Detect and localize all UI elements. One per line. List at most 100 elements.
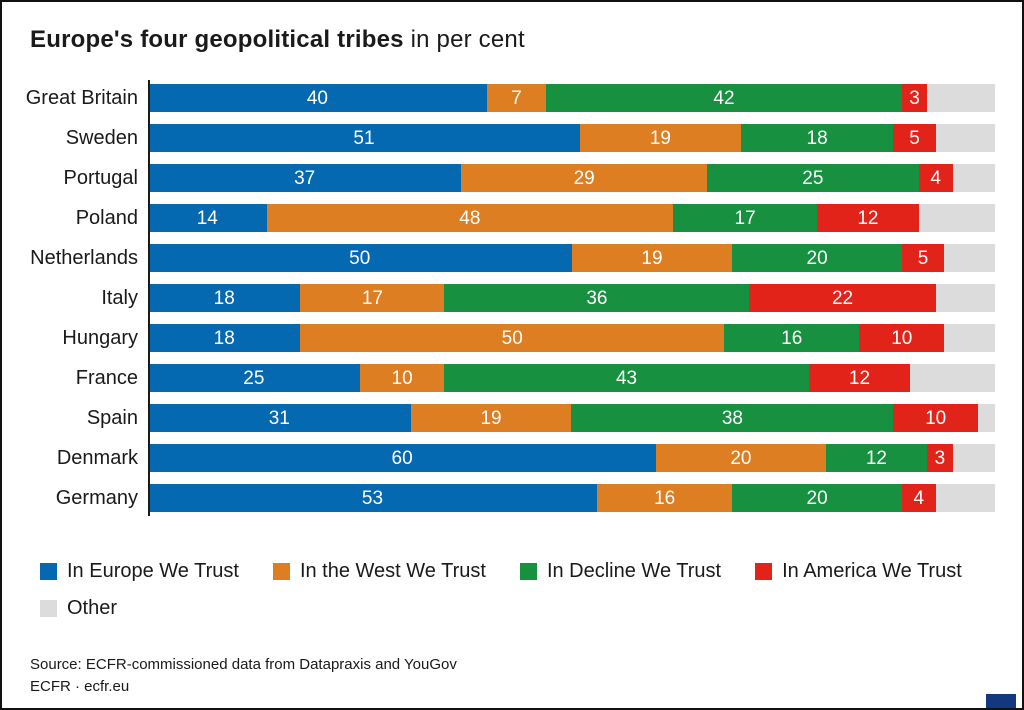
bar-value-label: 17 (361, 287, 384, 309)
bar-segment: 37 (148, 164, 462, 192)
bar-segment: 51 (148, 124, 580, 152)
bar-value-label: 16 (781, 327, 803, 349)
chart-title-unit: in per cent (403, 26, 525, 53)
bar-segment: 50 (148, 244, 572, 272)
legend-swatch-icon (519, 563, 537, 580)
legend-swatch-icon (40, 600, 57, 617)
bar-segment: 5 (901, 244, 945, 272)
bar-segment: 43 (444, 364, 809, 392)
legend-row: Other (40, 597, 1022, 620)
bar-value-label: 60 (391, 447, 413, 469)
bar-segment: 20 (732, 484, 902, 512)
bar-segment: 29 (461, 164, 707, 192)
bar-value-label: 17 (734, 207, 756, 229)
legend-item: In Europe We Trust (40, 560, 239, 583)
bar-track: 37 29 25 4 (148, 164, 995, 192)
bar-value-label: 19 (480, 407, 502, 429)
bar-value-label: 22 (831, 287, 854, 309)
bar-value-label: 18 (213, 327, 235, 349)
bar-segment: 5 (893, 124, 936, 152)
bar-value-label: 19 (641, 247, 663, 269)
chart-row: Spain 31 19 38 10 (2, 404, 995, 432)
country-label: Hungary (62, 327, 138, 349)
bar-value-label: 14 (196, 207, 218, 229)
bar-value-label: 18 (806, 127, 828, 149)
bar-track: 53 16 20 4 (148, 484, 995, 512)
bar-value-label: 36 (586, 287, 608, 309)
bar-value-label: 12 (865, 447, 887, 469)
bar-value-label: 43 (615, 367, 638, 389)
bar-value-label: 51 (353, 127, 375, 149)
bar-value-label: 20 (806, 487, 828, 509)
bar-track: 25 10 43 12 (148, 364, 995, 392)
bar-value-label: 7 (511, 87, 522, 109)
bar-segment: 40 (148, 84, 487, 112)
bar-segment: 10 (859, 324, 945, 352)
bar-segment: 18 (148, 324, 301, 352)
bar-segment: 53 (148, 484, 597, 512)
bar-value-label: 50 (349, 247, 371, 269)
source-line: Source: ECFR-commissioned data from Data… (30, 656, 457, 673)
bar-track: 18 17 36 22 (148, 284, 995, 312)
bar-value-label: 4 (913, 487, 925, 509)
bar-segment: 22 (749, 284, 936, 312)
bar-value-label: 29 (573, 167, 595, 189)
bar-segment: 38 (571, 404, 894, 432)
bar-segment: 12 (817, 204, 919, 232)
legend-label: In Decline We Trust (546, 560, 722, 582)
chart-row: Great Britain 40 7 42 3 (2, 84, 995, 112)
bar-segment: 4 (918, 164, 953, 192)
bar-track: 14 48 17 12 (148, 204, 995, 232)
chart-title-main: Europe's four geopolitical tribes (30, 26, 404, 53)
bar-segment: 18 (148, 284, 301, 312)
bar-segment: 48 (266, 204, 674, 232)
legend-label: In America We Trust (782, 560, 962, 582)
legend-row: In Europe We Trust In the West We Trust In… (40, 560, 1022, 583)
legend-item: In Decline We Trust (519, 560, 722, 583)
bar-value-label: 25 (802, 167, 824, 189)
chart-row: Sweden 51 19 18 5 (2, 124, 995, 152)
country-label: Germany (55, 487, 138, 509)
country-label: Great Britain (25, 87, 138, 109)
bar-segment: 50 (300, 324, 724, 352)
bar-value-label: 37 (294, 167, 316, 189)
bar-segment: 36 (444, 284, 750, 312)
bar-value-label: 40 (306, 87, 328, 109)
bar-value-label: 20 (730, 447, 752, 469)
bar-value-label: 10 (891, 327, 913, 349)
bar-value-label: 3 (934, 447, 946, 469)
bar-value-label: 5 (917, 247, 929, 269)
bar-track: 31 19 38 10 (148, 404, 995, 432)
legend-swatch-icon (755, 563, 773, 580)
source-credit: ECFR · ecfr.eu (30, 678, 130, 695)
legend-swatch-icon (272, 563, 290, 580)
bar-segment: 19 (579, 124, 741, 152)
bar-value-label: 10 (391, 367, 413, 389)
bar-value-label: 48 (459, 207, 481, 229)
y-axis-line (148, 80, 150, 516)
bar-segment: 17 (300, 284, 445, 312)
bar-segment: 25 (707, 164, 919, 192)
bar-value-label: 50 (501, 327, 523, 349)
country-label: France (75, 367, 138, 389)
bar-segment: 25 (148, 364, 360, 392)
bar-value-label: 18 (213, 287, 235, 309)
legend: In Europe We Trust In the West We Trust In… (40, 560, 1022, 620)
country-label: Netherlands (30, 247, 138, 269)
bar-segment: 12 (808, 364, 911, 392)
bar-value-label: 31 (268, 407, 290, 429)
bar-segment: 19 (571, 244, 733, 272)
bar-track: 60 20 12 3 (148, 444, 995, 472)
bar-segment: 10 (893, 404, 979, 432)
bar-segment: 3 (927, 444, 953, 472)
chart-row: Italy 18 17 36 22 (2, 284, 995, 312)
bar-value-label: 16 (654, 487, 676, 509)
bar-segment: 12 (825, 444, 928, 472)
bar-value-label: 38 (721, 407, 743, 429)
chart-row: Hungary 18 50 16 10 (2, 324, 995, 352)
bar-track: 18 50 16 10 (148, 324, 995, 352)
bar-value-label: 42 (713, 87, 735, 109)
bar-value-label: 25 (243, 367, 265, 389)
country-label: Poland (75, 207, 138, 229)
